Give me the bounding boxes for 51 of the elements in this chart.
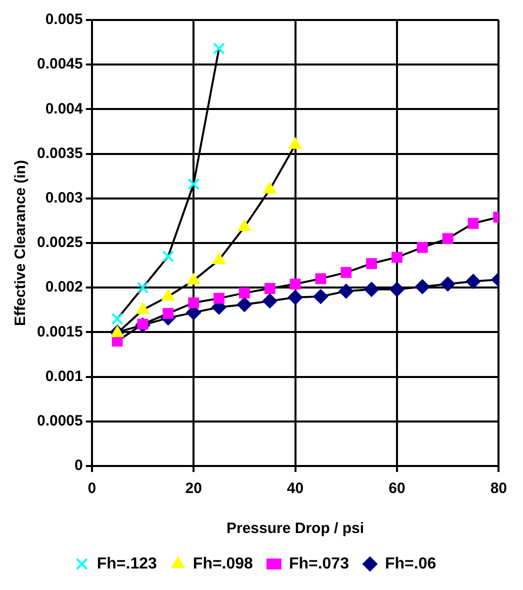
point [238, 288, 250, 298]
point [136, 282, 149, 294]
point [288, 290, 303, 305]
point [188, 297, 200, 308]
point [392, 252, 402, 263]
point [315, 273, 326, 284]
point [366, 258, 377, 269]
y-tick-label: 0.0025 [36, 234, 83, 252]
point [213, 42, 225, 54]
y-tick-label: 0.0035 [36, 144, 83, 162]
legend-label: Fh=.123 [96, 555, 158, 572]
point [264, 283, 276, 294]
point [162, 250, 174, 262]
point [340, 266, 352, 278]
y-tick-label: 0.001 [45, 368, 83, 385]
point [468, 218, 479, 229]
y-tick-label: 0.004 [45, 100, 84, 118]
y-tick-label: 0.002 [45, 278, 83, 296]
point [162, 289, 175, 301]
point [290, 278, 301, 290]
x-tick-label: 20 [185, 480, 202, 498]
point [389, 282, 404, 297]
x-axis-title: Pressure Drop / psi [226, 520, 364, 538]
point [364, 282, 380, 297]
point [111, 312, 124, 325]
y-tick-label: 0.0045 [36, 56, 83, 73]
point [338, 284, 354, 299]
point [440, 276, 456, 292]
legend-label: Fh=.073 [288, 555, 350, 572]
point [188, 178, 200, 190]
y-axis-title: Effective Clearance (in) [12, 160, 30, 326]
point [214, 292, 224, 304]
x-tick-label: 60 [388, 480, 406, 498]
y-tick-label: 0.0005 [36, 412, 83, 430]
y-tick-label: 0.005 [45, 11, 83, 28]
point [414, 279, 430, 294]
point [236, 297, 252, 312]
x-tick-label: 80 [490, 480, 507, 498]
point [416, 242, 428, 253]
legend-label: Fh=.098 [192, 555, 254, 572]
y-tick-label: 0 [74, 457, 83, 474]
point [162, 308, 174, 319]
point [262, 293, 278, 308]
y-tick-label: 0.0015 [36, 323, 83, 340]
point [466, 274, 481, 289]
y-tick-label: 0.003 [45, 190, 83, 207]
x-tick-label: 0 [88, 480, 96, 498]
x-tick-label: 40 [286, 480, 304, 498]
legend-label: Fh=.06 [384, 555, 436, 572]
point [442, 233, 454, 244]
point [313, 289, 328, 304]
